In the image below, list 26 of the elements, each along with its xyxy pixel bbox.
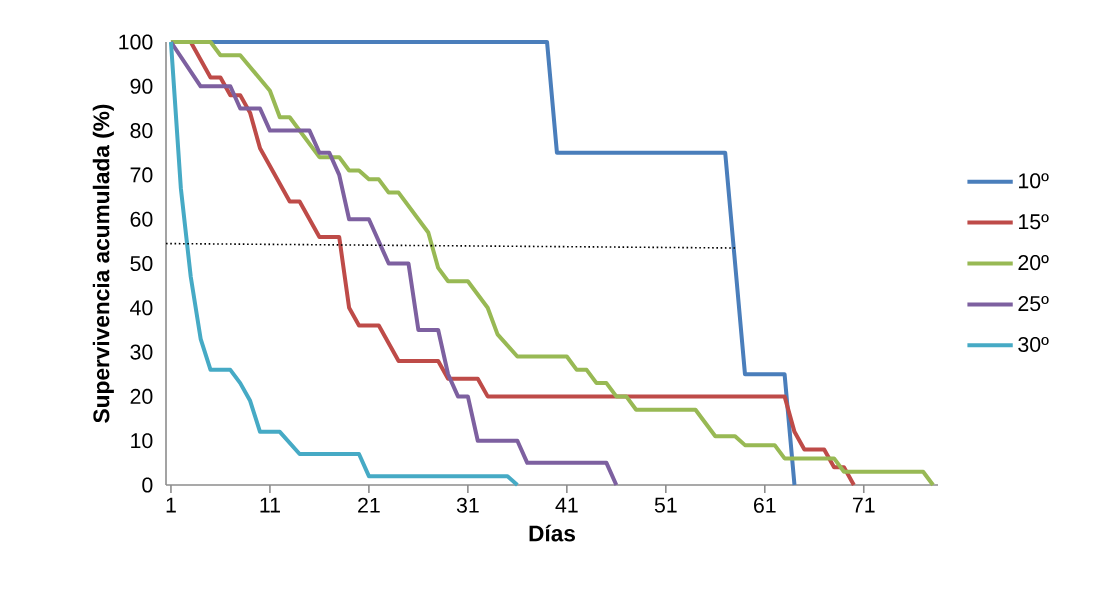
x-tick-label: 71 bbox=[852, 497, 875, 513]
y-tick-label: 40 bbox=[130, 300, 153, 316]
y-tick-label: 70 bbox=[130, 167, 153, 183]
legend-label: 15º bbox=[1019, 214, 1049, 230]
y-axis-title: Supervivencia acumulada (%) bbox=[92, 104, 114, 423]
x-tick-label: 51 bbox=[654, 497, 677, 513]
y-tick-label: 20 bbox=[130, 388, 153, 404]
y-tick-label: 50 bbox=[130, 255, 153, 272]
legend-label: 10º bbox=[1019, 173, 1049, 189]
y-tick-label: 10 bbox=[131, 433, 153, 449]
x-tick-label: 61 bbox=[754, 497, 776, 513]
x-tick-label: 21 bbox=[358, 497, 380, 513]
x-tick-label: 41 bbox=[555, 497, 578, 513]
y-tick-label: 30 bbox=[130, 344, 153, 360]
y-tick-label: 80 bbox=[130, 123, 153, 139]
y-tick-label: 0 bbox=[142, 477, 153, 493]
x-tick-label: 1 bbox=[166, 497, 176, 513]
y-tick-label: 90 bbox=[130, 78, 153, 94]
x-axis-title: Días bbox=[529, 524, 575, 542]
x-tick-label: 31 bbox=[456, 497, 479, 513]
x-tick-label: 11 bbox=[260, 497, 280, 513]
legend-label: 25º bbox=[1018, 295, 1049, 312]
legend-label: 20º bbox=[1018, 255, 1049, 271]
legend-label: 30º bbox=[1018, 336, 1049, 352]
y-tick-label: 60 bbox=[130, 211, 153, 227]
y-tick-label: 100 bbox=[119, 34, 153, 50]
